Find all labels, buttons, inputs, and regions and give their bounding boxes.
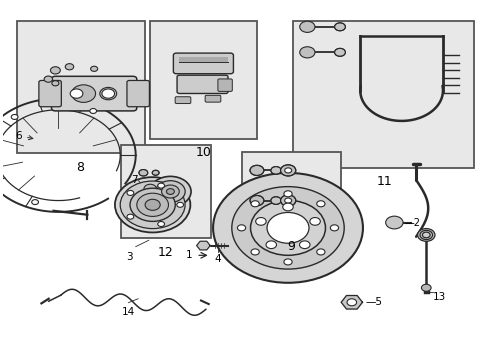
Circle shape (299, 241, 309, 249)
Circle shape (249, 195, 264, 206)
Circle shape (161, 185, 179, 198)
Text: 14: 14 (122, 307, 135, 317)
Circle shape (265, 241, 276, 249)
Text: 7: 7 (131, 175, 138, 185)
Circle shape (249, 165, 264, 175)
Bar (178, 57, 227, 62)
Circle shape (44, 76, 53, 82)
Circle shape (417, 229, 434, 241)
Text: 10: 10 (195, 146, 211, 159)
Text: 4: 4 (214, 255, 221, 265)
Circle shape (385, 216, 402, 229)
Circle shape (280, 165, 295, 176)
Bar (17, 21, 145, 153)
Circle shape (284, 168, 291, 173)
Circle shape (255, 217, 265, 225)
Circle shape (139, 170, 147, 176)
Circle shape (284, 259, 291, 265)
Circle shape (299, 21, 314, 32)
Circle shape (137, 193, 168, 216)
Circle shape (284, 191, 291, 197)
FancyBboxPatch shape (127, 81, 149, 107)
FancyBboxPatch shape (51, 76, 137, 111)
Circle shape (155, 181, 185, 202)
FancyBboxPatch shape (177, 75, 227, 94)
FancyBboxPatch shape (218, 79, 232, 91)
Circle shape (334, 48, 345, 56)
Text: 6: 6 (16, 131, 33, 141)
Text: 3: 3 (126, 252, 133, 262)
Circle shape (421, 284, 430, 291)
FancyBboxPatch shape (205, 95, 221, 102)
Circle shape (90, 66, 98, 71)
Circle shape (145, 199, 160, 210)
Circle shape (127, 214, 134, 219)
Circle shape (330, 225, 338, 231)
Bar (150, 21, 256, 139)
Circle shape (250, 201, 259, 207)
Text: 1: 1 (186, 250, 192, 260)
Circle shape (52, 81, 59, 86)
Circle shape (309, 217, 320, 225)
Circle shape (100, 87, 117, 100)
Circle shape (130, 188, 175, 221)
Circle shape (250, 201, 325, 255)
Text: —2: —2 (403, 217, 419, 228)
Circle shape (50, 67, 60, 74)
Circle shape (177, 202, 183, 207)
Circle shape (32, 199, 39, 204)
Circle shape (120, 181, 184, 229)
Circle shape (250, 249, 259, 255)
FancyBboxPatch shape (39, 81, 61, 107)
Circle shape (149, 176, 191, 207)
Circle shape (316, 201, 325, 207)
Circle shape (316, 249, 325, 255)
Circle shape (65, 64, 74, 70)
Circle shape (282, 203, 293, 211)
Bar (292, 21, 473, 168)
Circle shape (346, 299, 356, 306)
Circle shape (284, 198, 291, 203)
FancyBboxPatch shape (173, 53, 233, 74)
Polygon shape (196, 241, 210, 250)
Bar (242, 152, 341, 233)
Text: 11: 11 (376, 175, 392, 188)
Text: 8: 8 (76, 161, 84, 174)
Text: 13: 13 (432, 292, 446, 302)
Circle shape (158, 221, 164, 226)
Circle shape (237, 225, 245, 231)
Circle shape (127, 190, 134, 195)
Polygon shape (341, 296, 362, 309)
Circle shape (143, 184, 156, 193)
Circle shape (270, 167, 281, 174)
Bar (121, 145, 210, 238)
Circle shape (231, 186, 344, 269)
Circle shape (158, 183, 164, 188)
Circle shape (299, 47, 314, 58)
Text: 12: 12 (158, 246, 173, 258)
Circle shape (419, 230, 432, 239)
Circle shape (152, 170, 159, 175)
Circle shape (213, 173, 362, 283)
Circle shape (115, 177, 190, 233)
Circle shape (70, 89, 82, 98)
Circle shape (266, 212, 308, 243)
Circle shape (90, 108, 96, 113)
FancyBboxPatch shape (175, 97, 190, 104)
Circle shape (102, 89, 114, 98)
Text: 9: 9 (287, 240, 295, 253)
Circle shape (334, 23, 345, 31)
Text: —5: —5 (365, 297, 382, 307)
Circle shape (71, 85, 95, 102)
Circle shape (280, 195, 295, 206)
Circle shape (422, 232, 429, 238)
Circle shape (166, 189, 174, 194)
Circle shape (11, 114, 18, 120)
Circle shape (270, 197, 281, 204)
